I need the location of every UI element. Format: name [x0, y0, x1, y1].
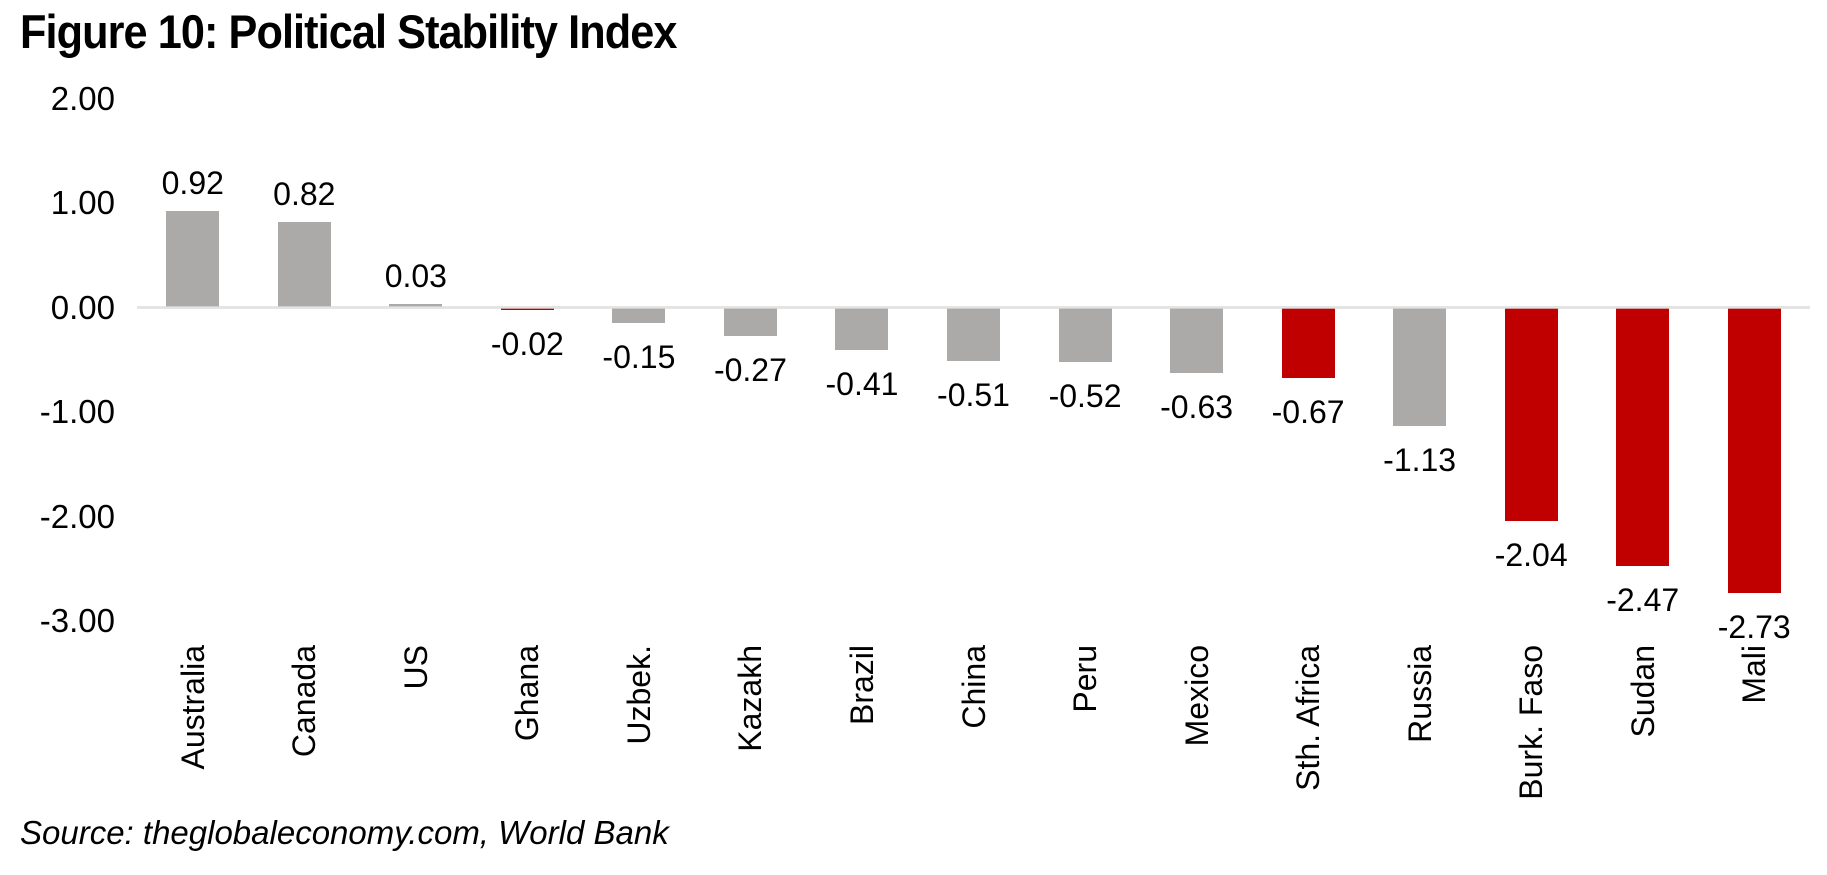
- x-axis-category-label: Ghana: [509, 645, 546, 742]
- bar-value-label: -0.67: [1271, 393, 1345, 430]
- bar-value-label: 0.92: [161, 165, 224, 202]
- x-axis-category-label: China: [955, 645, 992, 729]
- y-axis-tick-label: -1.00: [39, 393, 115, 430]
- bar-value-label: 0.82: [273, 175, 336, 212]
- x-axis-category-label: Canada: [286, 645, 323, 758]
- bar-canada: [277, 221, 331, 308]
- y-axis-tick-label: -3.00: [39, 602, 115, 639]
- bar-burk-faso: [1504, 307, 1558, 521]
- bar-value-label: -2.47: [1606, 581, 1680, 618]
- y-axis-tick-label: -2.00: [39, 497, 115, 535]
- bar-mexico: [1170, 307, 1224, 374]
- x-axis-category-label: US: [397, 645, 434, 690]
- x-axis-category-label: Sudan: [1624, 645, 1661, 738]
- bar-kazakh: [723, 307, 777, 336]
- bar-peru: [1058, 307, 1112, 362]
- x-axis-category-label: Peru: [1067, 645, 1104, 713]
- y-axis-tick-label: 0.00: [50, 288, 115, 326]
- bar-value-label: -0.27: [713, 351, 787, 388]
- bar-mali: [1727, 307, 1781, 593]
- bar-sudan: [1616, 307, 1670, 566]
- bar-value-label: -2.04: [1494, 536, 1568, 573]
- x-axis-category-label: Uzbek.: [620, 645, 657, 745]
- bar-value-label: -0.51: [937, 376, 1010, 413]
- bar-china: [947, 307, 1000, 361]
- bar-value-label: -1.13: [1383, 441, 1457, 478]
- bar-russia: [1393, 307, 1447, 426]
- bar-value-label: 0.03: [384, 258, 447, 295]
- source-note: Source: theglobaleconomy.com, World Bank: [20, 814, 669, 851]
- bar-uzbek: [612, 307, 666, 324]
- x-axis-line: [137, 306, 1810, 309]
- figure-title: Figure 10: Political Stability Index: [20, 5, 677, 58]
- x-axis-category-label: Burk. Faso: [1513, 645, 1550, 800]
- x-axis-category-label: Kazakh: [732, 645, 769, 752]
- bar-brazil: [835, 307, 889, 351]
- bar-value-label: -0.63: [1160, 389, 1234, 426]
- x-axis-category-label: Mexico: [1178, 645, 1215, 747]
- x-axis-category-label: Mali: [1736, 645, 1773, 704]
- bar-value-label: -0.02: [490, 325, 564, 362]
- bar-value-label: -0.52: [1048, 377, 1122, 414]
- bar-australia: [166, 211, 220, 308]
- bar-value-label: -0.41: [825, 366, 899, 403]
- bar-us: [389, 304, 443, 308]
- bar-value-label: -0.15: [602, 339, 676, 376]
- x-axis-category-label: Sth. Africa: [1290, 645, 1327, 791]
- bar-value-label: -2.73: [1717, 608, 1791, 645]
- x-axis-category-label: Australia: [174, 645, 211, 770]
- x-axis-category-label: Russia: [1401, 645, 1438, 743]
- bar-sth-africa: [1281, 307, 1335, 378]
- x-axis-category-label: Brazil: [843, 645, 880, 726]
- y-axis-tick-label: 1.00: [50, 184, 115, 221]
- y-axis-tick-label: 2.00: [50, 79, 115, 117]
